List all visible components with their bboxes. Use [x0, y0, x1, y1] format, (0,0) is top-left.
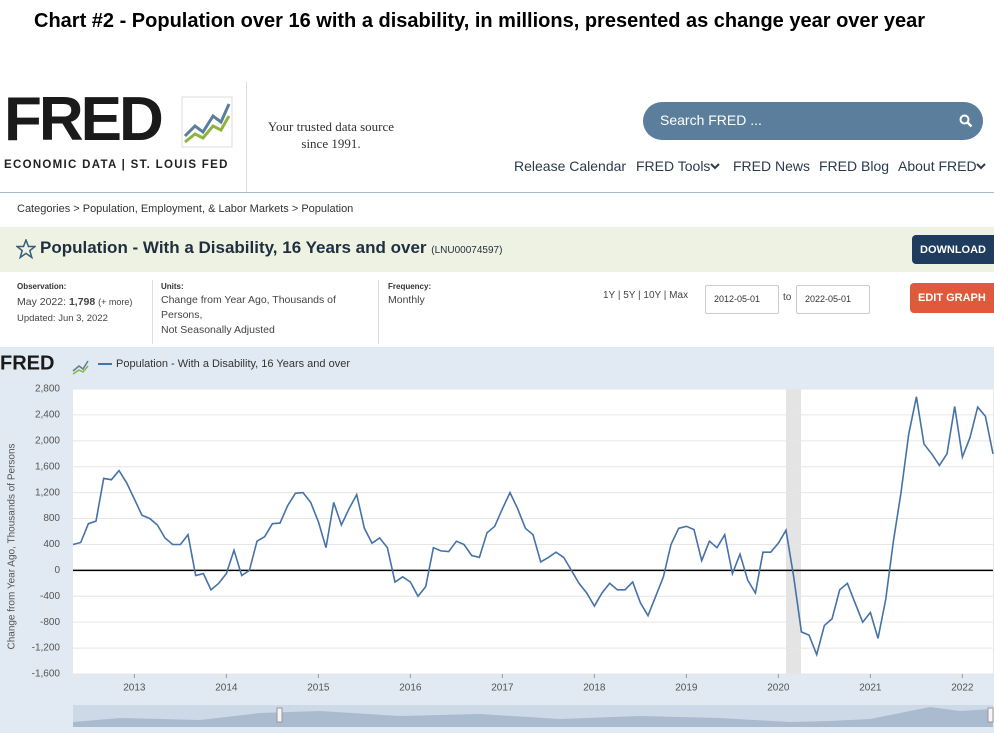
- search-box[interactable]: Search FRED ...: [643, 102, 983, 140]
- y-axis-label: Change from Year Ago, Thousands of Perso…: [7, 443, 18, 649]
- observation-label: Observation:: [17, 282, 67, 291]
- x-tick-label: 2020: [767, 683, 790, 694]
- chart-logo-icon: [72, 365, 89, 375]
- tagline: Your trusted data source: [267, 119, 395, 134]
- navigator-area: [73, 707, 993, 727]
- x-tick-label: 2017: [491, 683, 514, 694]
- observation: May 2022: 1,798 (+ more): [17, 296, 132, 308]
- more-link[interactable]: (+ more): [98, 297, 133, 307]
- x-tick-label: 2015: [307, 683, 330, 694]
- nav-item[interactable]: FRED News: [733, 158, 811, 174]
- y-tick-label: 800: [43, 513, 60, 524]
- date-input[interactable]: 2012-05-01: [705, 285, 779, 314]
- chart: FRED 2,800 2,400 2,000 1,600 1,200 800 400 0 -40…: [0, 347, 994, 733]
- recession-shading: [786, 389, 801, 674]
- y-tick-label: 1,600: [35, 461, 60, 472]
- series-title: Population - With a Disability, 16 Years…: [40, 238, 502, 258]
- y-tick-label: -1,600: [32, 669, 61, 680]
- y-tick-label: -800: [40, 617, 60, 628]
- chart-logo-icon: [72, 360, 89, 372]
- logo-icon: [181, 96, 233, 148]
- download-button[interactable]: DOWNLOAD: [912, 235, 994, 264]
- x-tick-label: 2022: [951, 683, 974, 694]
- divider: [378, 280, 379, 344]
- date-from: 2012-05-01: [714, 294, 761, 304]
- updated: Updated: Jun 3, 2022: [17, 313, 108, 324]
- y-tick-label: 2,400: [35, 410, 60, 421]
- y-tick-label: 2,000: [35, 435, 60, 446]
- chevron: [976, 163, 986, 170]
- series-id: (LNU00074597): [431, 245, 503, 256]
- divider: [152, 280, 153, 344]
- range-links[interactable]: 1Y | 5Y | 10Y | Max: [603, 290, 689, 301]
- star-icon[interactable]: [16, 239, 36, 259]
- search-placeholder: Search FRED ...: [660, 112, 762, 128]
- observation-date: May 2022:: [17, 296, 67, 308]
- navigator-handle[interactable]: [987, 707, 994, 723]
- frequency: Monthly: [388, 294, 425, 306]
- heading: Chart #2 - Population over 16 with a dis…: [34, 10, 926, 32]
- legend-label: Population - With a Disability, 16 Years…: [116, 358, 350, 370]
- tagline: since 1991.: [301, 136, 361, 151]
- units: Not Seasonally Adjusted: [161, 324, 275, 336]
- units: Change from Year Ago, Thousands of: [161, 294, 336, 306]
- download-label: DOWNLOAD: [920, 244, 986, 256]
- units-label: Units:: [161, 282, 184, 291]
- x-tick-label: 2013: [123, 683, 146, 694]
- navigator-handle[interactable]: [276, 707, 283, 723]
- units: Persons,: [161, 309, 203, 321]
- edit-graph-button[interactable]: EDIT GRAPH: [910, 283, 994, 313]
- x-tick-label: 2014: [215, 683, 238, 694]
- edit-graph-label: EDIT GRAPH: [918, 292, 986, 304]
- nav-item[interactable]: Release Calendar: [514, 158, 627, 174]
- divider: [246, 82, 247, 192]
- search-icon: [959, 114, 973, 128]
- nav-item[interactable]: FRED Blog: [819, 158, 890, 174]
- fred-logo[interactable]: FRED: [4, 85, 164, 154]
- nav-item[interactable]: FRED Tools: [636, 158, 711, 174]
- date-to: 2022-05-01: [805, 294, 852, 304]
- nav-item[interactable]: About FRED: [898, 158, 977, 174]
- breadcrumb[interactable]: Categories > Population, Employment, & L…: [17, 203, 354, 215]
- x-tick-label: 2016: [399, 683, 422, 694]
- observation-value: 1,798: [68, 296, 96, 308]
- data-line: [72, 396, 994, 658]
- title-bar: [0, 227, 994, 272]
- logo-subtitle: ECONOMIC DATA | ST. LOUIS FED: [4, 159, 229, 171]
- date-input[interactable]: 2022-05-01: [796, 285, 870, 314]
- y-tick-label: 400: [43, 539, 60, 550]
- y-tick-label: 0: [54, 565, 60, 576]
- x-tick-label: 2019: [675, 683, 698, 694]
- y-tick-label: 1,200: [35, 487, 60, 498]
- y-tick-label: -1,200: [32, 643, 61, 654]
- chevron: [710, 163, 720, 170]
- date-separator: to: [783, 292, 792, 303]
- series-name: Population - With a Disability, 16 Years…: [40, 238, 427, 257]
- x-tick-label: 2018: [583, 683, 606, 694]
- plot-area: [73, 389, 993, 674]
- x-tick-label: 2021: [859, 683, 882, 694]
- y-tick-label: -400: [40, 591, 60, 602]
- chart-logo: FRED: [0, 352, 54, 374]
- frequency-label: Frequency:: [388, 282, 432, 291]
- y-tick-label: 2,800: [35, 384, 60, 395]
- header-rule: [0, 192, 994, 193]
